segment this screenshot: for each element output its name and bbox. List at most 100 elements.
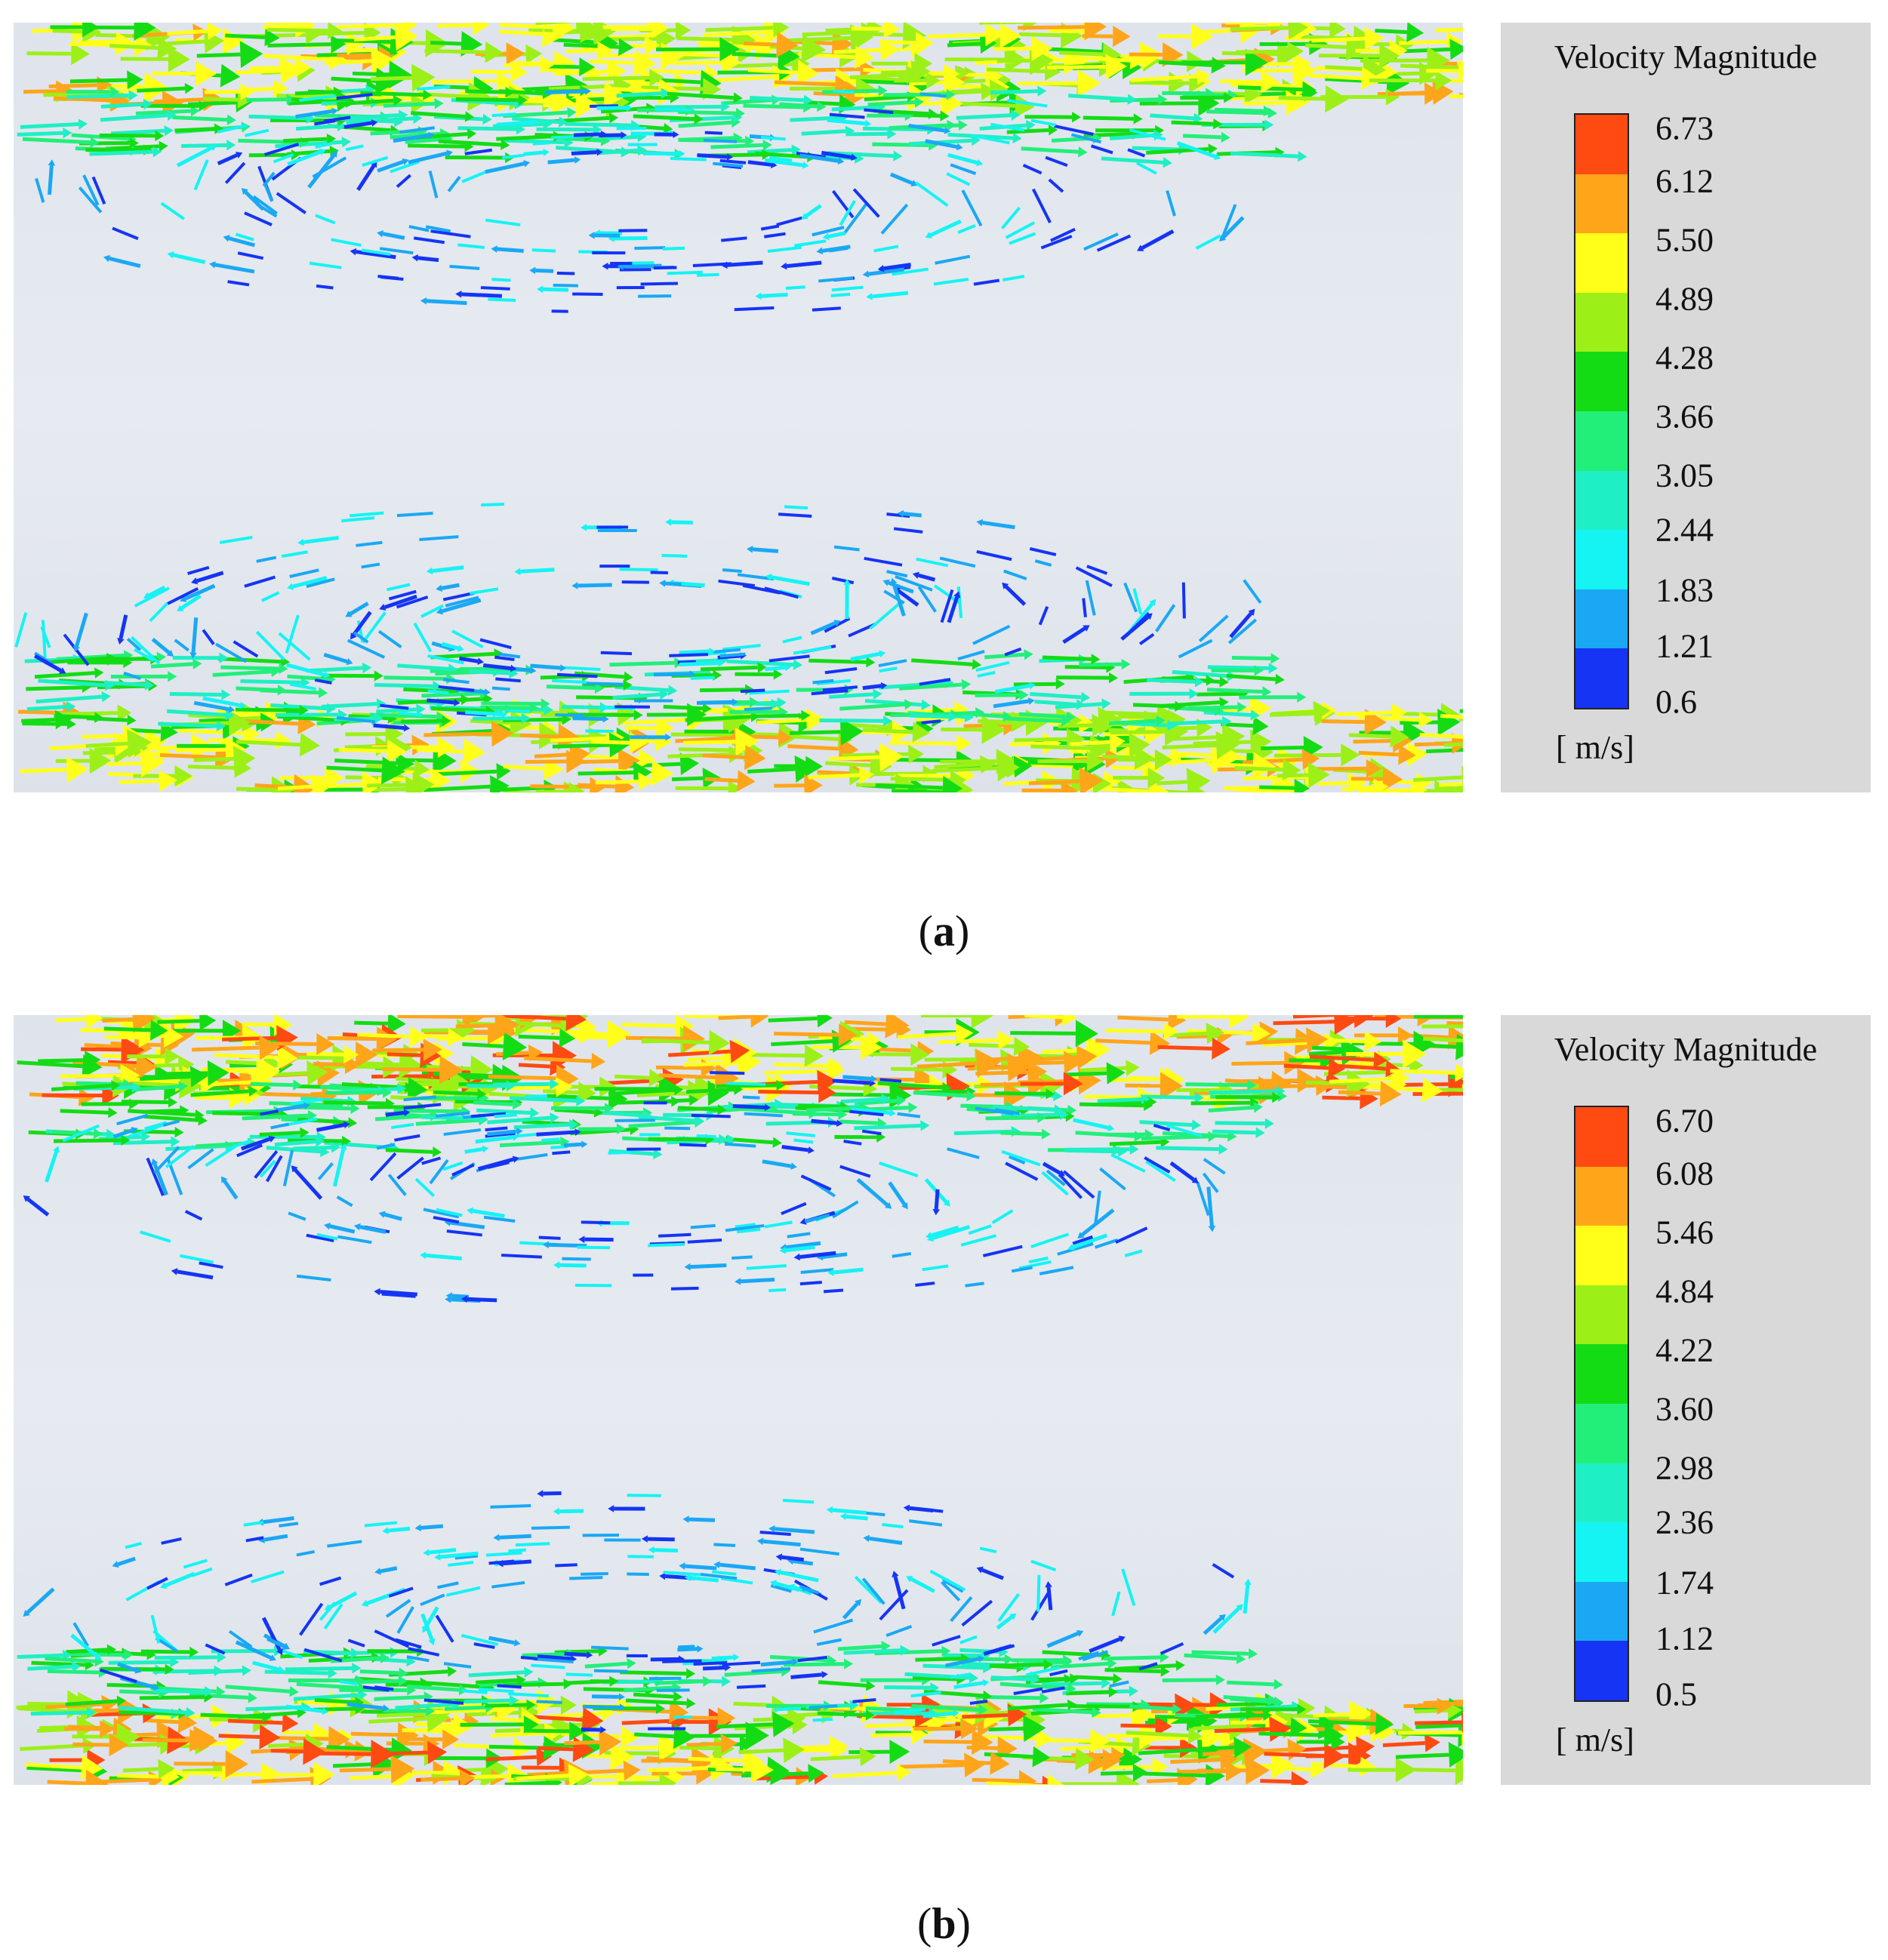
velocity-vector (323, 652, 353, 666)
velocity-vector (361, 248, 391, 256)
velocity-vector (1212, 1604, 1243, 1634)
velocity-vector (816, 678, 851, 686)
velocity-vector (793, 645, 832, 655)
velocity-vector (1018, 69, 1101, 97)
velocity-vector (372, 1038, 442, 1061)
velocity-vector (582, 1703, 626, 1711)
velocity-vector (797, 1655, 828, 1663)
velocity-vector (270, 1122, 290, 1130)
velocity-vector (1229, 608, 1255, 638)
velocity-vector (1195, 234, 1221, 250)
velocity-vector (1421, 1024, 1463, 1029)
velocity-vector (376, 703, 426, 715)
velocity-vector (1125, 1072, 1184, 1100)
velocity-vector (72, 1622, 89, 1648)
velocity-vector (1002, 582, 1027, 606)
velocity-vector (193, 746, 256, 772)
velocity-vector (842, 201, 869, 235)
velocity-vector (760, 135, 786, 141)
velocity-vector (572, 715, 609, 723)
velocity-vector (487, 1112, 559, 1125)
velocity-vector (65, 1695, 127, 1707)
velocity-vector (512, 116, 568, 128)
velocity-vector (686, 1734, 738, 1754)
velocity-vector (608, 1150, 633, 1155)
velocity-vector (916, 557, 949, 568)
velocity-vector (89, 146, 162, 158)
velocity-vector (852, 1698, 876, 1703)
velocity-vector (479, 1688, 514, 1694)
velocity-vector (726, 1082, 766, 1086)
velocity-vector (1030, 1590, 1051, 1621)
velocity-vector (30, 1706, 97, 1718)
velocity-vector (864, 108, 894, 115)
velocity-vector (339, 1755, 415, 1783)
velocity-vector (864, 556, 903, 567)
velocity-vector (437, 23, 490, 35)
velocity-vector (479, 638, 512, 650)
velocity-vector (684, 1263, 727, 1271)
velocity-vector (408, 225, 430, 232)
velocity-vector (356, 540, 383, 547)
velocity-vector (273, 1726, 350, 1752)
velocity-vector (1137, 229, 1175, 251)
velocity-vector (491, 245, 524, 253)
velocity-vector (255, 630, 285, 661)
velocity-vector (736, 1227, 761, 1234)
velocity-vector (417, 1718, 468, 1739)
velocity-vector (1064, 1146, 1128, 1157)
colorbar-segment (1575, 1285, 1628, 1345)
velocity-vector (85, 729, 152, 758)
velocity-vector (367, 771, 435, 792)
velocity-vector (897, 509, 922, 518)
velocity-vector (501, 1015, 587, 1031)
velocity-vector (1003, 715, 1071, 727)
velocity-vector (568, 82, 627, 109)
colorbar-segment (1575, 352, 1628, 411)
velocity-vector (849, 1109, 884, 1117)
velocity-vector (520, 723, 581, 750)
vector-field-svg-a (14, 23, 1463, 792)
velocity-vector (618, 1733, 682, 1762)
velocity-vector (1062, 625, 1090, 645)
velocity-vector (387, 1174, 407, 1196)
colorbar-segment (1575, 174, 1628, 234)
velocity-vector (359, 1675, 408, 1687)
velocity-vector (1181, 48, 1268, 76)
velocity-vector (533, 1657, 574, 1663)
velocity-vector (523, 149, 550, 156)
velocity-vector (391, 1122, 414, 1130)
velocity-vector (137, 82, 195, 94)
velocity-vector (1449, 94, 1463, 99)
velocity-vector (1196, 1181, 1210, 1217)
velocity-vector (744, 1112, 783, 1118)
velocity-vector (362, 611, 387, 644)
velocity-vector (377, 158, 409, 173)
velocity-vector (1354, 1026, 1414, 1045)
velocity-vector (531, 248, 556, 253)
velocity-vector (1218, 1709, 1273, 1722)
velocity-vector (252, 195, 278, 215)
velocity-vector (52, 1128, 103, 1140)
velocity-vector (653, 670, 696, 678)
velocity-vector (993, 35, 1053, 62)
velocity-vector (161, 1537, 182, 1545)
velocity-vector (427, 654, 464, 665)
velocity-vector (794, 239, 827, 248)
velocity-vector (679, 659, 725, 667)
velocity-vector (126, 638, 142, 651)
velocity-vector (491, 278, 511, 282)
velocity-vector (399, 126, 436, 134)
colorbar-segment (1575, 292, 1628, 352)
velocity-vector (172, 114, 236, 125)
velocity-vector (241, 188, 265, 211)
velocity-vector (827, 1267, 864, 1276)
velocity-vector (309, 261, 342, 269)
velocity-vector (1020, 1072, 1083, 1096)
velocity-vector (793, 1138, 814, 1144)
velocity-vector (823, 1288, 844, 1294)
velocity-vector (1009, 232, 1036, 245)
velocity-vector (1006, 99, 1048, 108)
velocity-vector (833, 545, 860, 552)
velocity-vector (743, 31, 799, 58)
